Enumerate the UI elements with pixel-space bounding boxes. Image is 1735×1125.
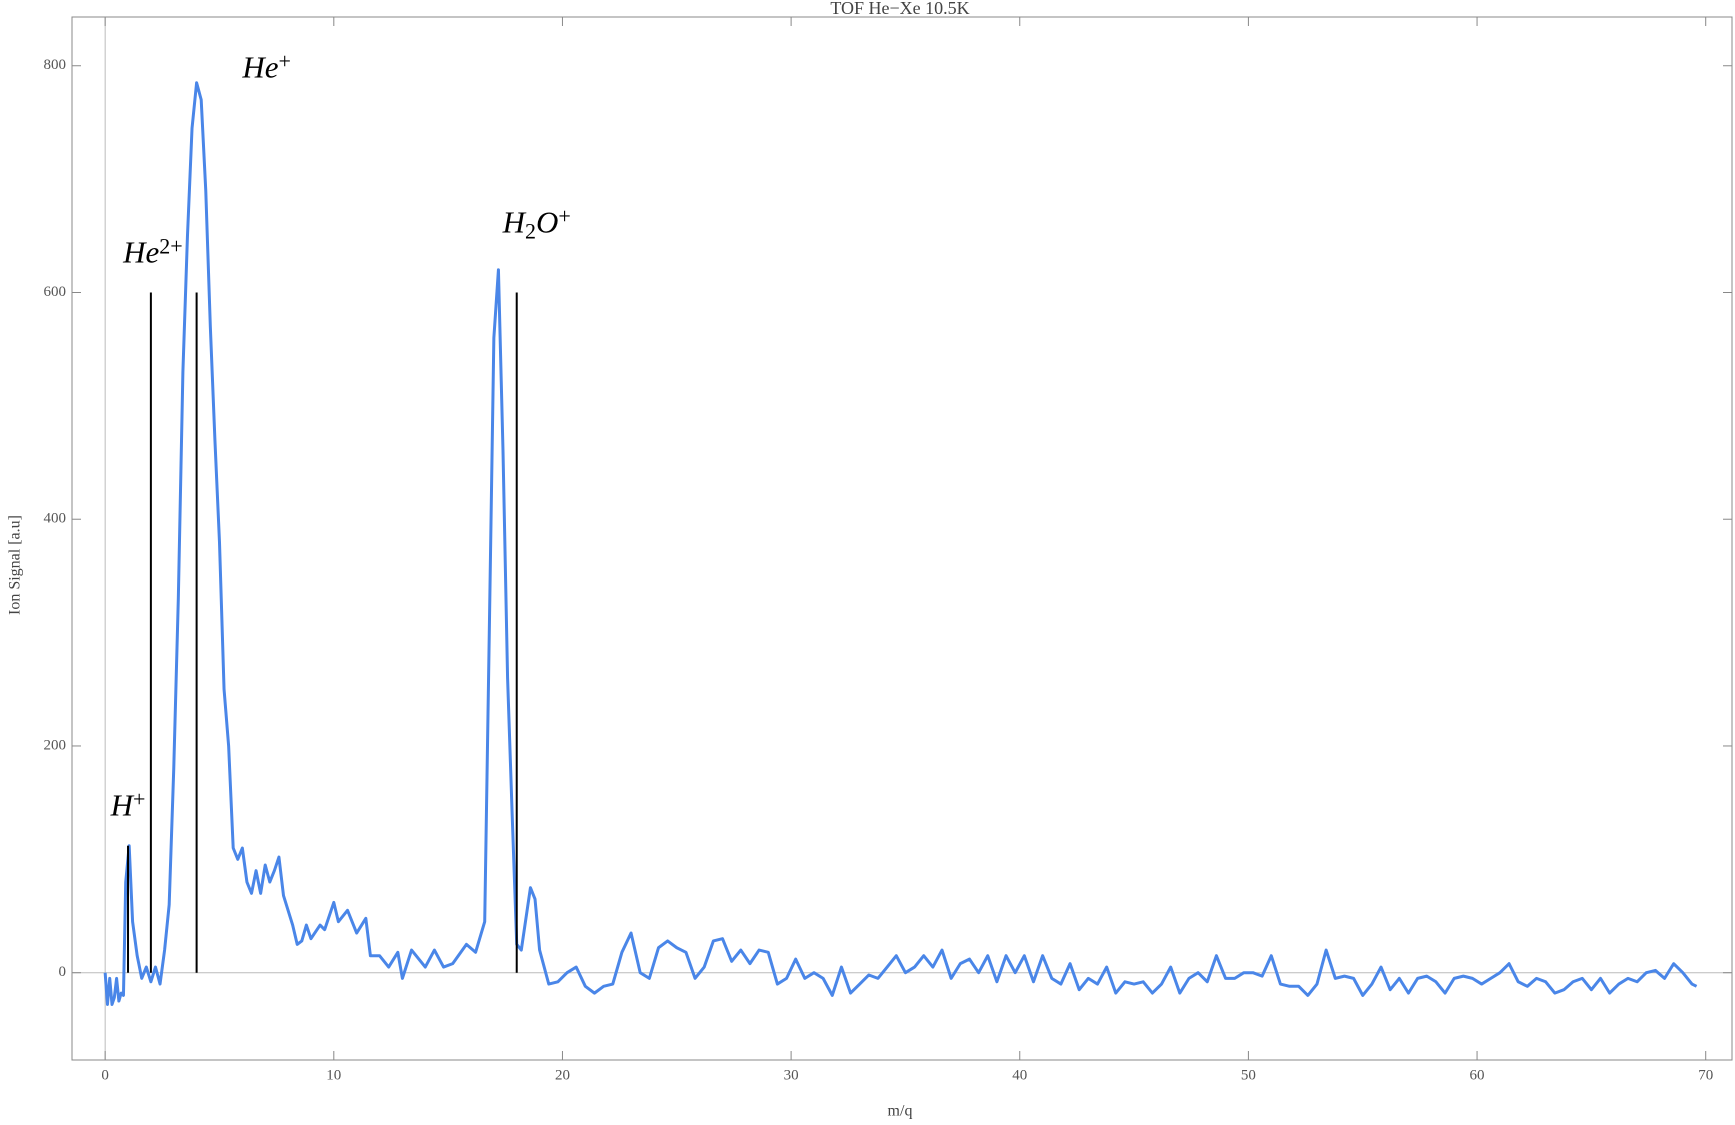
peak-label-part: + (558, 204, 570, 229)
peak-label-part: O (536, 204, 558, 239)
x-tick-label: 60 (1470, 1067, 1485, 1083)
peak-label-part: 2 (525, 218, 536, 243)
peak-label-part: + (278, 49, 290, 74)
peak-label-part: He (122, 234, 159, 269)
x-tick-label: 70 (1698, 1067, 1713, 1083)
peak-label-part: 2+ (159, 234, 182, 259)
peak-label: H+ (110, 787, 146, 823)
x-tick-label: 20 (555, 1067, 570, 1083)
y-axis-label: Ion Signal [a.u] (7, 515, 24, 615)
y-tick-label: 800 (44, 57, 67, 73)
peak-label: He2+ (122, 234, 183, 270)
peak-label: He+ (241, 49, 291, 85)
x-tick-label: 30 (784, 1067, 799, 1083)
x-tick-label: 10 (326, 1067, 341, 1083)
peak-label-part: He (241, 49, 278, 84)
peak-label: H2O+ (502, 204, 571, 243)
y-tick-label: 400 (44, 511, 67, 527)
peak-label-part: H (110, 788, 135, 823)
data-line (103, 81, 1698, 1006)
plot-frame (71, 16, 1733, 1061)
chart-title: TOF He−Xe 10.5K (830, 0, 969, 18)
x-tick-label: 0 (101, 1067, 109, 1083)
y-tick-label: 0 (59, 964, 67, 980)
peak-label-part: H (502, 204, 527, 239)
y-tick-label: 200 (44, 737, 67, 753)
y-tick-label: 600 (44, 284, 67, 300)
peak-label-part: + (133, 787, 145, 812)
x-tick-label: 50 (1241, 1067, 1256, 1083)
x-axis-label: m/q (888, 1103, 913, 1120)
x-tick-label: 40 (1012, 1067, 1027, 1083)
